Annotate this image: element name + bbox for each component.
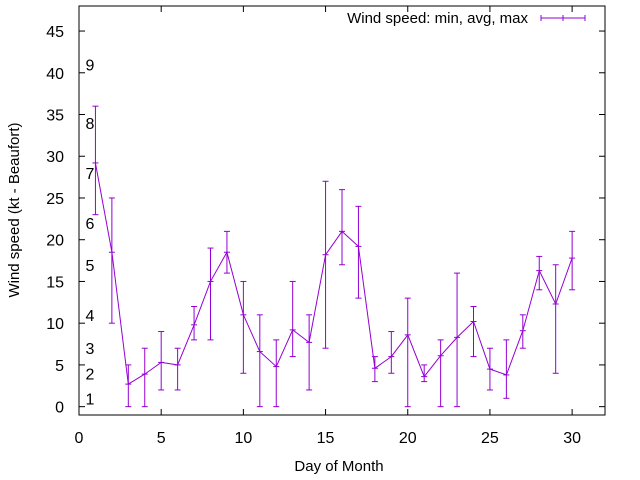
- y-tick-label: 5: [55, 358, 64, 375]
- x-tick-label: 15: [317, 430, 335, 447]
- x-axis-ticks: 0 5 10 15 20 25 30: [75, 6, 581, 447]
- series-layer: [92, 105, 576, 408]
- x-tick-label: 30: [563, 430, 581, 447]
- y-axis-label: Wind speed (kt - Beaufort): [6, 122, 23, 297]
- x-tick-label: 5: [157, 430, 166, 447]
- y-tick-label: 15: [46, 274, 64, 291]
- y-tick-label: 0: [55, 400, 64, 417]
- y-tick-label: 25: [46, 191, 64, 208]
- beaufort-label: 6: [86, 216, 95, 233]
- y-tick-label: 45: [46, 24, 64, 41]
- beaufort-labels: 1 2 3 4 5 6 7 8 9: [86, 57, 95, 408]
- plot-frame: [78, 5, 606, 416]
- beaufort-label: 1: [86, 391, 95, 408]
- beaufort-label: 8: [86, 116, 95, 133]
- y-tick-label: 40: [46, 66, 64, 83]
- x-tick-label: 0: [75, 430, 84, 447]
- legend-label: Wind speed: min, avg, max: [347, 10, 528, 27]
- beaufort-label: 7: [86, 166, 95, 183]
- beaufort-label: 5: [86, 258, 95, 275]
- y-tick-label: 20: [46, 233, 64, 250]
- legend: Wind speed: min, avg, max: [347, 10, 586, 27]
- y-tick-label: 10: [46, 316, 64, 333]
- x-axis-label: Day of Month: [294, 458, 383, 475]
- x-tick-label: 10: [234, 430, 252, 447]
- x-tick-label: 25: [481, 430, 499, 447]
- beaufort-label: 2: [86, 366, 95, 383]
- x-tick-label: 20: [399, 430, 417, 447]
- beaufort-label: 3: [86, 341, 95, 358]
- y-tick-label: 35: [46, 108, 64, 125]
- y-tick-label: 30: [46, 149, 64, 166]
- beaufort-label: 9: [86, 57, 95, 74]
- beaufort-label: 4: [86, 308, 95, 325]
- legend-key: [540, 15, 586, 21]
